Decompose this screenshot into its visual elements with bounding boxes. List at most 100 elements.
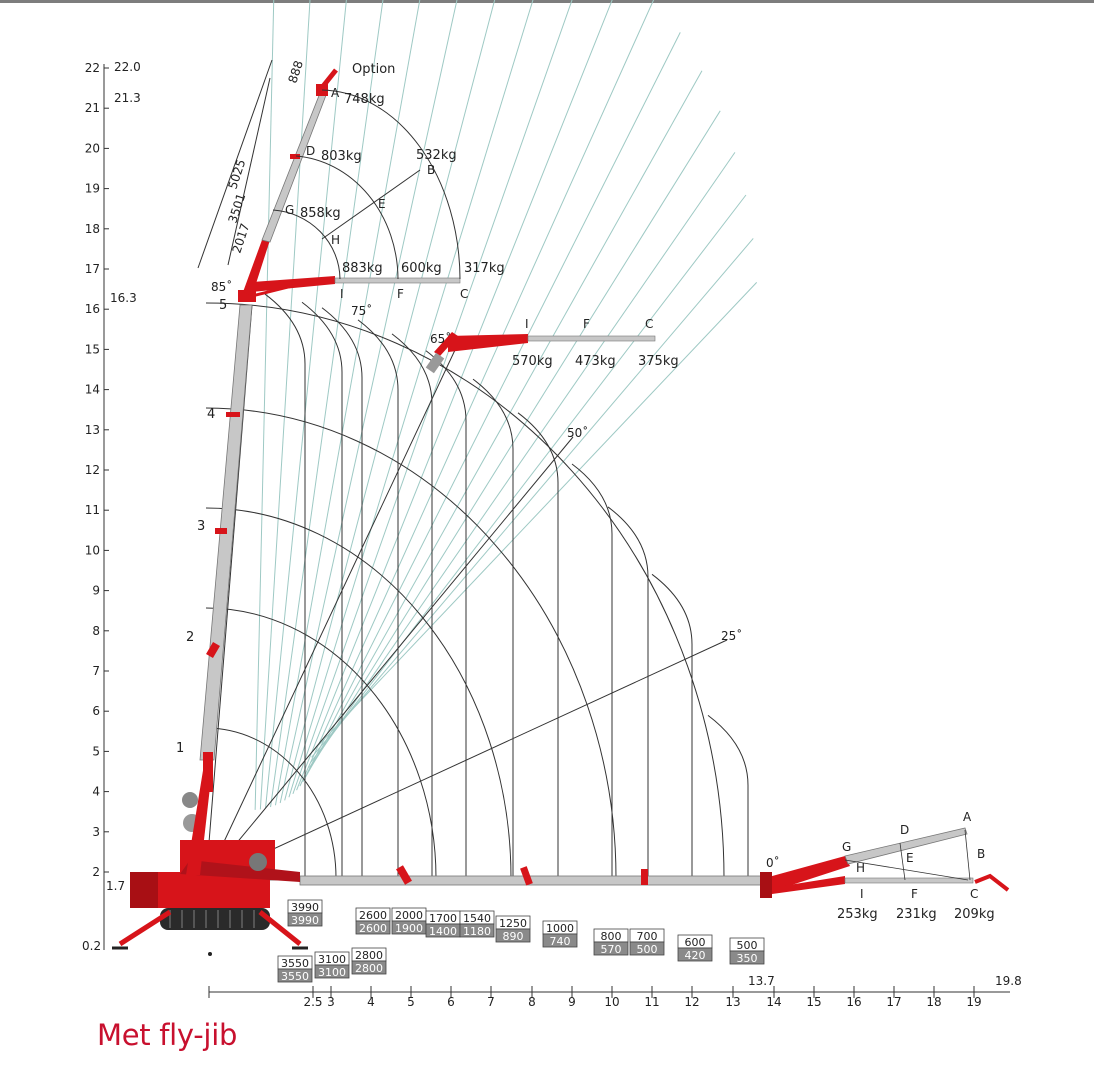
low-letter-i: I	[860, 887, 864, 901]
y-marker-22-0: 22.0	[114, 60, 141, 74]
fine-line	[311, 238, 754, 758]
y-tick-label: 12	[85, 463, 100, 477]
base-angle-85: 85˚	[211, 279, 232, 294]
radius-line	[301, 301, 343, 878]
y-tick-label: 18	[85, 222, 100, 236]
fine-radial-lines	[254, 0, 758, 810]
load-box-bottom: 500	[637, 943, 658, 956]
section-1: 1	[176, 741, 184, 756]
y-tick-label: 3	[92, 825, 100, 839]
load-473kg: 473kg	[575, 354, 616, 369]
load-box-top: 700	[637, 930, 658, 943]
load-box-top: 2800	[355, 949, 383, 962]
load-box-top: 2600	[359, 909, 387, 922]
fine-line	[292, 0, 573, 795]
load-box-bottom: 3100	[318, 966, 346, 979]
x-tick-label: 14	[766, 995, 781, 1009]
load-box-top: 1250	[499, 917, 527, 930]
section-4: 4	[207, 407, 215, 422]
y-tick-label: 2	[92, 865, 100, 879]
y-tick-label: 7	[92, 664, 100, 678]
section-5: 5	[219, 298, 227, 313]
x-tick-label: 16	[846, 995, 861, 1009]
x-marker-13-7: 13.7	[748, 974, 775, 988]
load-box-bottom: 740	[550, 935, 571, 948]
load-box-bottom: 2600	[359, 922, 387, 935]
load-box-bottom: 420	[685, 949, 706, 962]
load-arcs	[205, 302, 725, 879]
mid-fly-jib	[425, 332, 656, 374]
top-jib-range	[197, 59, 461, 280]
load-box-bottom: 890	[503, 930, 524, 943]
load-253kg: 253kg	[837, 907, 878, 922]
y-marker-16-3: 16.3	[110, 291, 137, 305]
load-box-top: 1540	[463, 912, 491, 925]
low-letter-c: C	[970, 887, 978, 901]
x-tick-label: 12	[684, 995, 699, 1009]
y-tick-label: 21	[85, 101, 100, 115]
x-axis-ticks: 2.5 3 4 5 6 7 8 9 10 11 12 13 14 15 16 17 18 19	[303, 986, 982, 1009]
angle-50: 50˚	[567, 425, 588, 440]
load-arc	[205, 507, 512, 879]
load-box-top: 2000	[395, 909, 423, 922]
fine-line	[308, 152, 736, 768]
angle-0: 0˚	[766, 855, 780, 870]
y-tick-label: 19	[85, 182, 100, 196]
dim-2017: 2017	[230, 222, 253, 255]
radius-line	[607, 506, 649, 878]
angle-75: 75˚	[351, 303, 372, 318]
x-tick-label: 5	[407, 995, 415, 1009]
load-arc	[205, 607, 437, 879]
top-letter-h: H	[331, 233, 340, 247]
load-209kg: 209kg	[954, 907, 995, 922]
y-tick-label: 22	[85, 61, 100, 75]
section-2: 2	[186, 630, 194, 645]
radius-line	[391, 333, 433, 878]
load-858kg: 858kg	[300, 206, 341, 221]
load-box-top: 3100	[318, 953, 346, 966]
dim-3501: 3501	[226, 192, 249, 225]
low-letter-h: H	[856, 861, 865, 875]
load-317kg: 317kg	[464, 261, 505, 276]
angle-ray	[205, 436, 574, 881]
angle-65: 65˚	[430, 331, 451, 346]
load-box-bottom: 1180	[463, 925, 491, 938]
option-label: Option	[352, 62, 395, 77]
main-boom	[186, 290, 256, 875]
top-letter-b: B	[427, 163, 435, 177]
x-marker-19-8: 19.8	[995, 974, 1022, 988]
x-tick-label: 3	[327, 995, 335, 1009]
load-box-bottom: 570	[601, 943, 622, 956]
top-border	[0, 0, 1094, 3]
dim-5025: 5025	[226, 158, 249, 191]
x-tick-label: 13	[725, 995, 740, 1009]
angle-25: 25˚	[721, 628, 742, 643]
top-letter-d: D	[306, 144, 315, 158]
fine-line	[264, 0, 347, 809]
fine-line	[284, 0, 496, 801]
mid-letter-c: C	[645, 317, 653, 331]
y-tick-label: 4	[92, 785, 100, 799]
load-box-top: 1700	[429, 912, 457, 925]
fine-line	[299, 0, 655, 787]
boom-horizontal	[299, 865, 766, 886]
x-tick-label: 2.5	[303, 995, 322, 1009]
fine-line	[259, 0, 311, 810]
load-box-top: 800	[601, 930, 622, 943]
load-box-top: 1000	[546, 922, 574, 935]
fine-line	[311, 282, 758, 753]
y-marker-0-2: 0.2	[82, 939, 101, 953]
load-748kg: 748kg	[344, 92, 385, 107]
fine-line	[307, 110, 721, 773]
y-marker-21-3: 21.3	[114, 91, 141, 105]
